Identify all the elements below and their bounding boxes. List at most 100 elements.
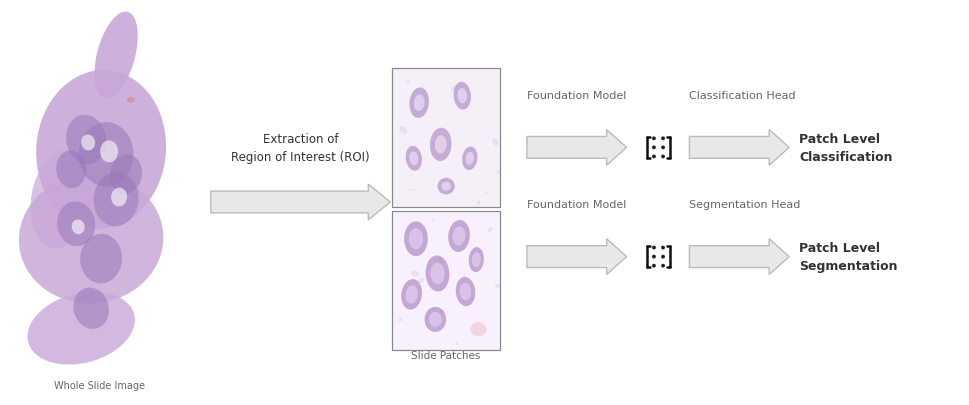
Ellipse shape <box>465 183 467 185</box>
Ellipse shape <box>429 312 442 327</box>
Ellipse shape <box>94 172 139 227</box>
Ellipse shape <box>661 137 665 141</box>
Ellipse shape <box>433 141 437 146</box>
Ellipse shape <box>410 189 412 192</box>
Ellipse shape <box>453 83 471 110</box>
Text: Extraction of
Region of Interest (ROI): Extraction of Region of Interest (ROI) <box>232 132 370 164</box>
Text: Whole Slide Image: Whole Slide Image <box>53 380 144 390</box>
Ellipse shape <box>430 128 452 162</box>
Ellipse shape <box>410 88 429 119</box>
Text: Slide Patches: Slide Patches <box>412 350 481 360</box>
Ellipse shape <box>404 222 427 256</box>
Ellipse shape <box>430 276 434 279</box>
Ellipse shape <box>453 227 465 246</box>
Ellipse shape <box>449 220 470 252</box>
Ellipse shape <box>466 152 474 165</box>
Ellipse shape <box>462 147 478 171</box>
Ellipse shape <box>492 139 499 146</box>
Ellipse shape <box>414 95 424 112</box>
Ellipse shape <box>66 115 107 165</box>
Bar <box>392 211 500 350</box>
Ellipse shape <box>398 318 402 322</box>
Ellipse shape <box>652 255 656 259</box>
Bar <box>12 11 196 373</box>
Ellipse shape <box>411 271 420 277</box>
Ellipse shape <box>661 246 665 250</box>
Ellipse shape <box>436 145 439 147</box>
Ellipse shape <box>409 229 423 249</box>
Text: Patch Level
Segmentation: Patch Level Segmentation <box>799 241 897 273</box>
Ellipse shape <box>455 341 458 345</box>
Ellipse shape <box>459 283 471 301</box>
Ellipse shape <box>422 86 424 88</box>
Ellipse shape <box>452 86 457 92</box>
Ellipse shape <box>457 89 467 104</box>
Text: Foundation Model: Foundation Model <box>527 90 626 100</box>
Ellipse shape <box>652 246 656 250</box>
Text: Foundation Model: Foundation Model <box>527 199 626 209</box>
Ellipse shape <box>72 220 84 234</box>
Ellipse shape <box>80 234 122 284</box>
Ellipse shape <box>495 284 500 288</box>
Ellipse shape <box>661 146 665 150</box>
Ellipse shape <box>661 264 665 268</box>
Ellipse shape <box>470 322 486 336</box>
Ellipse shape <box>405 286 418 304</box>
Polygon shape <box>527 130 627 166</box>
Ellipse shape <box>401 279 422 310</box>
Ellipse shape <box>431 219 435 222</box>
Ellipse shape <box>424 307 446 332</box>
Bar <box>392 211 500 350</box>
Ellipse shape <box>414 190 415 192</box>
Polygon shape <box>689 239 789 275</box>
Ellipse shape <box>439 257 444 264</box>
Ellipse shape <box>100 141 118 163</box>
Ellipse shape <box>18 175 164 304</box>
Ellipse shape <box>30 151 92 249</box>
Ellipse shape <box>652 155 656 159</box>
Ellipse shape <box>430 263 445 285</box>
Ellipse shape <box>652 146 656 150</box>
Ellipse shape <box>418 278 424 284</box>
Ellipse shape <box>409 152 419 166</box>
Ellipse shape <box>127 98 135 103</box>
Polygon shape <box>527 239 627 275</box>
Text: Patch Level
Classification: Patch Level Classification <box>799 132 892 164</box>
Text: Classification Head: Classification Head <box>689 90 797 100</box>
Ellipse shape <box>78 123 134 187</box>
Ellipse shape <box>94 13 138 99</box>
Ellipse shape <box>477 201 481 205</box>
Ellipse shape <box>412 104 419 108</box>
Ellipse shape <box>111 188 127 207</box>
Ellipse shape <box>27 292 135 364</box>
Ellipse shape <box>36 71 166 229</box>
Ellipse shape <box>81 135 95 151</box>
Ellipse shape <box>57 202 95 247</box>
Ellipse shape <box>473 252 478 258</box>
Text: Segmentation Head: Segmentation Head <box>689 199 800 209</box>
Ellipse shape <box>56 151 86 189</box>
Ellipse shape <box>439 309 444 313</box>
Ellipse shape <box>435 136 447 154</box>
Ellipse shape <box>436 168 438 170</box>
Ellipse shape <box>109 155 142 194</box>
Ellipse shape <box>485 192 488 194</box>
Ellipse shape <box>469 247 484 273</box>
Ellipse shape <box>407 80 410 83</box>
Bar <box>392 69 500 207</box>
Ellipse shape <box>455 277 475 307</box>
Ellipse shape <box>472 252 481 267</box>
Ellipse shape <box>399 126 407 135</box>
Ellipse shape <box>425 256 450 292</box>
Ellipse shape <box>463 275 465 278</box>
Ellipse shape <box>437 178 454 195</box>
Polygon shape <box>211 185 391 220</box>
Ellipse shape <box>487 228 492 232</box>
Ellipse shape <box>497 171 501 174</box>
Ellipse shape <box>661 155 665 159</box>
Ellipse shape <box>652 264 656 268</box>
Bar <box>392 69 500 207</box>
Ellipse shape <box>406 147 422 171</box>
Polygon shape <box>689 130 789 166</box>
Ellipse shape <box>652 137 656 141</box>
